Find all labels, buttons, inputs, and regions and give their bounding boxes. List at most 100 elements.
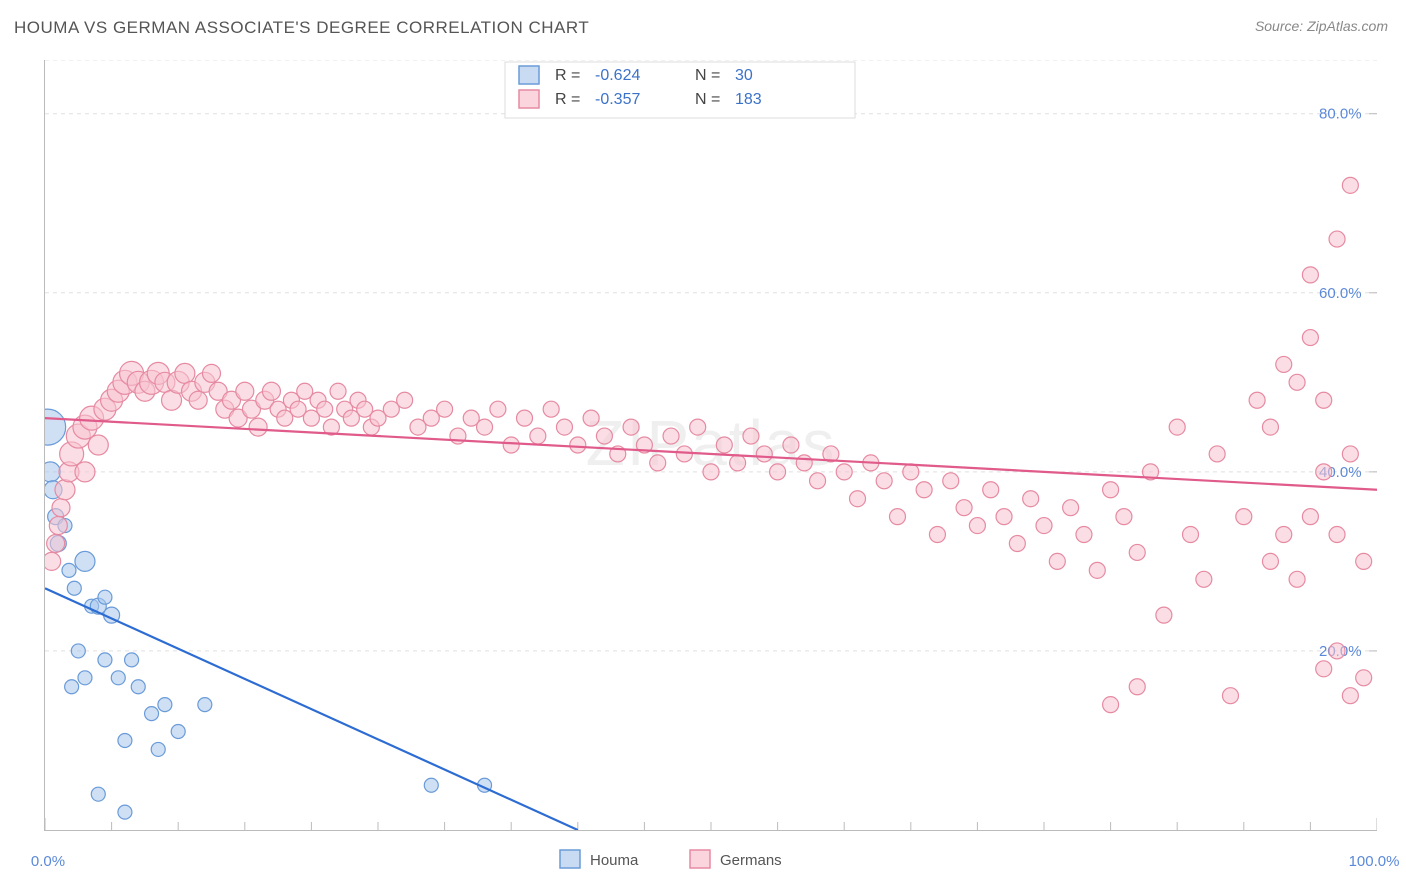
- data-point[interactable]: [810, 473, 826, 489]
- data-point[interactable]: [75, 462, 95, 482]
- data-point[interactable]: [570, 437, 586, 453]
- data-point[interactable]: [49, 517, 67, 535]
- data-point[interactable]: [317, 401, 333, 417]
- data-point[interactable]: [45, 409, 66, 445]
- data-point[interactable]: [1289, 374, 1305, 390]
- data-point[interactable]: [437, 401, 453, 417]
- data-point[interactable]: [1183, 527, 1199, 543]
- data-point[interactable]: [556, 419, 572, 435]
- data-point[interactable]: [88, 435, 108, 455]
- data-point[interactable]: [1036, 518, 1052, 534]
- data-point[interactable]: [171, 725, 185, 739]
- data-point[interactable]: [983, 482, 999, 498]
- data-point[interactable]: [118, 805, 132, 819]
- data-point[interactable]: [1356, 553, 1372, 569]
- data-point[interactable]: [1129, 679, 1145, 695]
- data-point[interactable]: [78, 671, 92, 685]
- data-point[interactable]: [91, 787, 105, 801]
- data-point[interactable]: [67, 581, 81, 595]
- data-point[interactable]: [1262, 553, 1278, 569]
- data-point[interactable]: [969, 518, 985, 534]
- data-point[interactable]: [1316, 661, 1332, 677]
- data-point[interactable]: [903, 464, 919, 480]
- data-point[interactable]: [850, 491, 866, 507]
- data-point[interactable]: [503, 437, 519, 453]
- data-point[interactable]: [1169, 419, 1185, 435]
- data-point[interactable]: [1209, 446, 1225, 462]
- data-point[interactable]: [676, 446, 692, 462]
- data-point[interactable]: [690, 419, 706, 435]
- source-link[interactable]: ZipAtlas.com: [1307, 18, 1388, 34]
- data-point[interactable]: [1076, 527, 1092, 543]
- data-point[interactable]: [530, 428, 546, 444]
- data-point[interactable]: [783, 437, 799, 453]
- data-point[interactable]: [111, 671, 125, 685]
- data-point[interactable]: [756, 446, 772, 462]
- data-point[interactable]: [876, 473, 892, 489]
- data-point[interactable]: [743, 428, 759, 444]
- data-point[interactable]: [1342, 688, 1358, 704]
- data-point[interactable]: [62, 563, 76, 577]
- data-point[interactable]: [47, 534, 65, 552]
- data-point[interactable]: [1329, 643, 1345, 659]
- data-point[interactable]: [956, 500, 972, 516]
- data-point[interactable]: [175, 363, 195, 383]
- data-point[interactable]: [65, 680, 79, 694]
- data-point[interactable]: [262, 382, 280, 400]
- data-point[interactable]: [330, 383, 346, 399]
- data-point[interactable]: [203, 364, 221, 382]
- data-point[interactable]: [1276, 356, 1292, 372]
- data-point[interactable]: [716, 437, 732, 453]
- data-point[interactable]: [1009, 535, 1025, 551]
- data-point[interactable]: [158, 698, 172, 712]
- data-point[interactable]: [889, 509, 905, 525]
- data-point[interactable]: [623, 419, 639, 435]
- data-point[interactable]: [703, 464, 719, 480]
- data-point[interactable]: [424, 778, 438, 792]
- data-point[interactable]: [131, 680, 145, 694]
- data-point[interactable]: [118, 733, 132, 747]
- data-point[interactable]: [1063, 500, 1079, 516]
- data-point[interactable]: [730, 455, 746, 471]
- data-point[interactable]: [650, 455, 666, 471]
- data-point[interactable]: [916, 482, 932, 498]
- data-point[interactable]: [98, 590, 112, 604]
- data-point[interactable]: [45, 552, 61, 570]
- data-point[interactable]: [45, 462, 60, 482]
- data-point[interactable]: [1023, 491, 1039, 507]
- data-point[interactable]: [543, 401, 559, 417]
- data-point[interactable]: [75, 551, 95, 571]
- data-point[interactable]: [249, 418, 267, 436]
- data-point[interactable]: [1222, 688, 1238, 704]
- data-point[interactable]: [1089, 562, 1105, 578]
- data-point[interactable]: [397, 392, 413, 408]
- data-point[interactable]: [1156, 607, 1172, 623]
- data-point[interactable]: [1316, 392, 1332, 408]
- data-point[interactable]: [55, 480, 75, 500]
- data-point[interactable]: [1196, 571, 1212, 587]
- data-point[interactable]: [1302, 267, 1318, 283]
- data-point[interactable]: [125, 653, 139, 667]
- data-point[interactable]: [477, 419, 493, 435]
- data-point[interactable]: [490, 401, 506, 417]
- data-point[interactable]: [1129, 544, 1145, 560]
- data-point[interactable]: [52, 499, 70, 517]
- data-point[interactable]: [770, 464, 786, 480]
- data-point[interactable]: [71, 644, 85, 658]
- data-point[interactable]: [1262, 419, 1278, 435]
- data-point[interactable]: [583, 410, 599, 426]
- data-point[interactable]: [1356, 670, 1372, 686]
- data-point[interactable]: [517, 410, 533, 426]
- data-point[interactable]: [1103, 482, 1119, 498]
- data-point[interactable]: [189, 391, 207, 409]
- data-point[interactable]: [151, 742, 165, 756]
- data-point[interactable]: [1116, 509, 1132, 525]
- data-point[interactable]: [1276, 527, 1292, 543]
- data-point[interactable]: [663, 428, 679, 444]
- data-point[interactable]: [1342, 177, 1358, 193]
- data-point[interactable]: [1103, 697, 1119, 713]
- data-point[interactable]: [1316, 464, 1332, 480]
- data-point[interactable]: [1289, 571, 1305, 587]
- data-point[interactable]: [796, 455, 812, 471]
- data-point[interactable]: [145, 707, 159, 721]
